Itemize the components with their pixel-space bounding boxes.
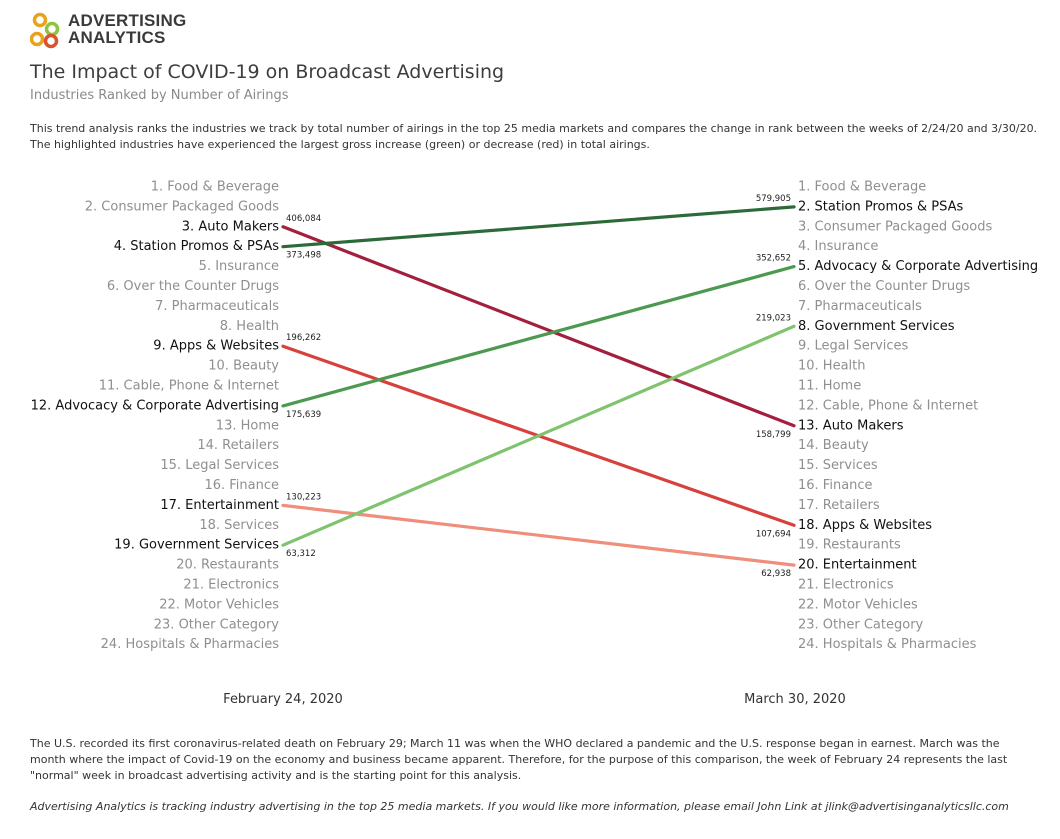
data-label-start: 406,084 (286, 214, 321, 224)
logo-wordmark: ADVERTISING ANALYTICS (68, 12, 186, 46)
left-rank-label: 4. Station Promos & PSAs (114, 239, 280, 254)
right-rank-label: 23. Other Category (798, 617, 924, 632)
right-rank-label: 1. Food & Beverage (798, 180, 926, 195)
logo-ring-3 (29, 31, 45, 47)
right-rank-label: 22. Motor Vehicles (798, 597, 918, 612)
left-rank-label: 1. Food & Beverage (151, 180, 279, 195)
right-rank-label: 2. Station Promos & PSAs (798, 199, 964, 214)
right-rank-label: 14. Beauty (798, 438, 869, 453)
right-rank-label: 18. Apps & Websites (798, 518, 932, 533)
left-rank-label: 23. Other Category (154, 617, 280, 632)
data-label-start: 130,223 (286, 492, 321, 502)
left-rank-label: 7. Pharmaceuticals (155, 299, 279, 314)
page-title: The Impact of COVID-19 on Broadcast Adve… (30, 61, 505, 83)
logo-mark-icon (29, 12, 60, 49)
logo-line-2: ANALYTICS (68, 28, 166, 47)
right-rank-label: 8. Government Services (798, 319, 955, 334)
data-label-start: 175,639 (286, 410, 321, 420)
right-rank-label: 16. Finance (798, 478, 873, 493)
right-rank-label: 24. Hospitals & Pharmacies (798, 637, 977, 652)
left-rank-label: 5. Insurance (199, 259, 279, 274)
right-rank-label: 11. Home (798, 379, 861, 394)
left-rank-label: 10. Beauty (208, 359, 279, 374)
right-rank-label: 4. Insurance (798, 239, 878, 254)
right-rank-label: 3. Consumer Packaged Goods (798, 219, 992, 234)
right-rank-label: 21. Electronics (798, 578, 894, 593)
logo-ring-1 (32, 12, 48, 28)
left-rank-label: 16. Finance (204, 478, 279, 493)
x-label-end: March 30, 2020 (744, 692, 846, 707)
left-rank-label: 8. Health (220, 319, 279, 334)
left-rank-label: 19. Government Services (114, 538, 279, 553)
left-rank-label: 17. Entertainment (160, 498, 279, 513)
logo-line-1: ADVERTISING (68, 11, 187, 30)
right-rank-label: 20. Entertainment (798, 558, 917, 573)
series-line-4 (281, 265, 796, 408)
right-rank-label: 12. Cable, Phone & Internet (798, 398, 978, 413)
series-line-1 (281, 225, 796, 428)
context-note: The U.S. recorded its first coronavirus-… (30, 737, 1008, 782)
right-rank-label: 13. Auto Makers (798, 418, 904, 433)
data-label-start: 63,312 (286, 549, 316, 559)
left-rank-label: 22. Motor Vehicles (159, 597, 279, 612)
left-rank-label: 20. Restaurants (176, 558, 279, 573)
series-line-6 (281, 324, 796, 547)
data-label-end: 579,905 (756, 194, 791, 204)
data-label-end: 352,652 (756, 254, 791, 264)
logo-ring-4 (43, 33, 59, 49)
footer-note: Advertising Analytics is tracking indust… (30, 800, 1009, 813)
left-rank-label: 24. Hospitals & Pharmacies (101, 637, 280, 652)
left-rank-label: 12. Advocacy & Corporate Advertising (31, 398, 279, 413)
left-rank-label: 14. Retailers (197, 438, 279, 453)
data-label-end: 158,799 (756, 430, 791, 440)
data-label-start: 196,262 (286, 333, 321, 343)
left-rank-label: 15. Legal Services (160, 458, 279, 473)
data-label-end: 107,694 (756, 529, 791, 539)
advertising-analytics-logo: ADVERTISING ANALYTICS (29, 12, 230, 52)
right-rank-label: 9. Legal Services (798, 339, 909, 354)
slope-chart: 1. Food & Beverage 2. Consumer Packaged G… (31, 180, 1039, 708)
right-rank-label: 15. Services (798, 458, 878, 473)
left-rank-label: 18. Services (199, 518, 279, 533)
x-label-start: February 24, 2020 (223, 692, 343, 707)
data-label-end: 62,938 (761, 569, 791, 579)
right-rank-label: 17. Retailers (798, 498, 880, 513)
series-line-5 (281, 503, 796, 567)
left-rank-label: 2. Consumer Packaged Goods (85, 199, 279, 214)
page-subtitle: Industries Ranked by Number of Airings (30, 88, 289, 103)
left-rank-label: 9. Apps & Websites (153, 339, 279, 354)
left-rank-label: 6. Over the Counter Drugs (107, 279, 279, 294)
data-label-start: 373,498 (286, 251, 321, 261)
right-rank-label: 5. Advocacy & Corporate Advertising (798, 259, 1038, 274)
series-line-2 (281, 205, 796, 249)
left-rank-label: 21. Electronics (183, 578, 279, 593)
right-rank-label: 10. Health (798, 359, 866, 374)
right-rank-label: 7. Pharmaceuticals (798, 299, 922, 314)
left-rank-label: 13. Home (216, 418, 279, 433)
right-rank-label: 6. Over the Counter Drugs (798, 279, 970, 294)
data-label-end: 219,023 (756, 313, 791, 323)
intro-paragraph: This trend analysis ranks the industries… (30, 122, 1038, 151)
left-rank-label: 11. Cable, Phone & Internet (99, 379, 279, 394)
right-rank-label: 19. Restaurants (798, 538, 901, 553)
left-rank-label: 3. Auto Makers (182, 219, 279, 234)
